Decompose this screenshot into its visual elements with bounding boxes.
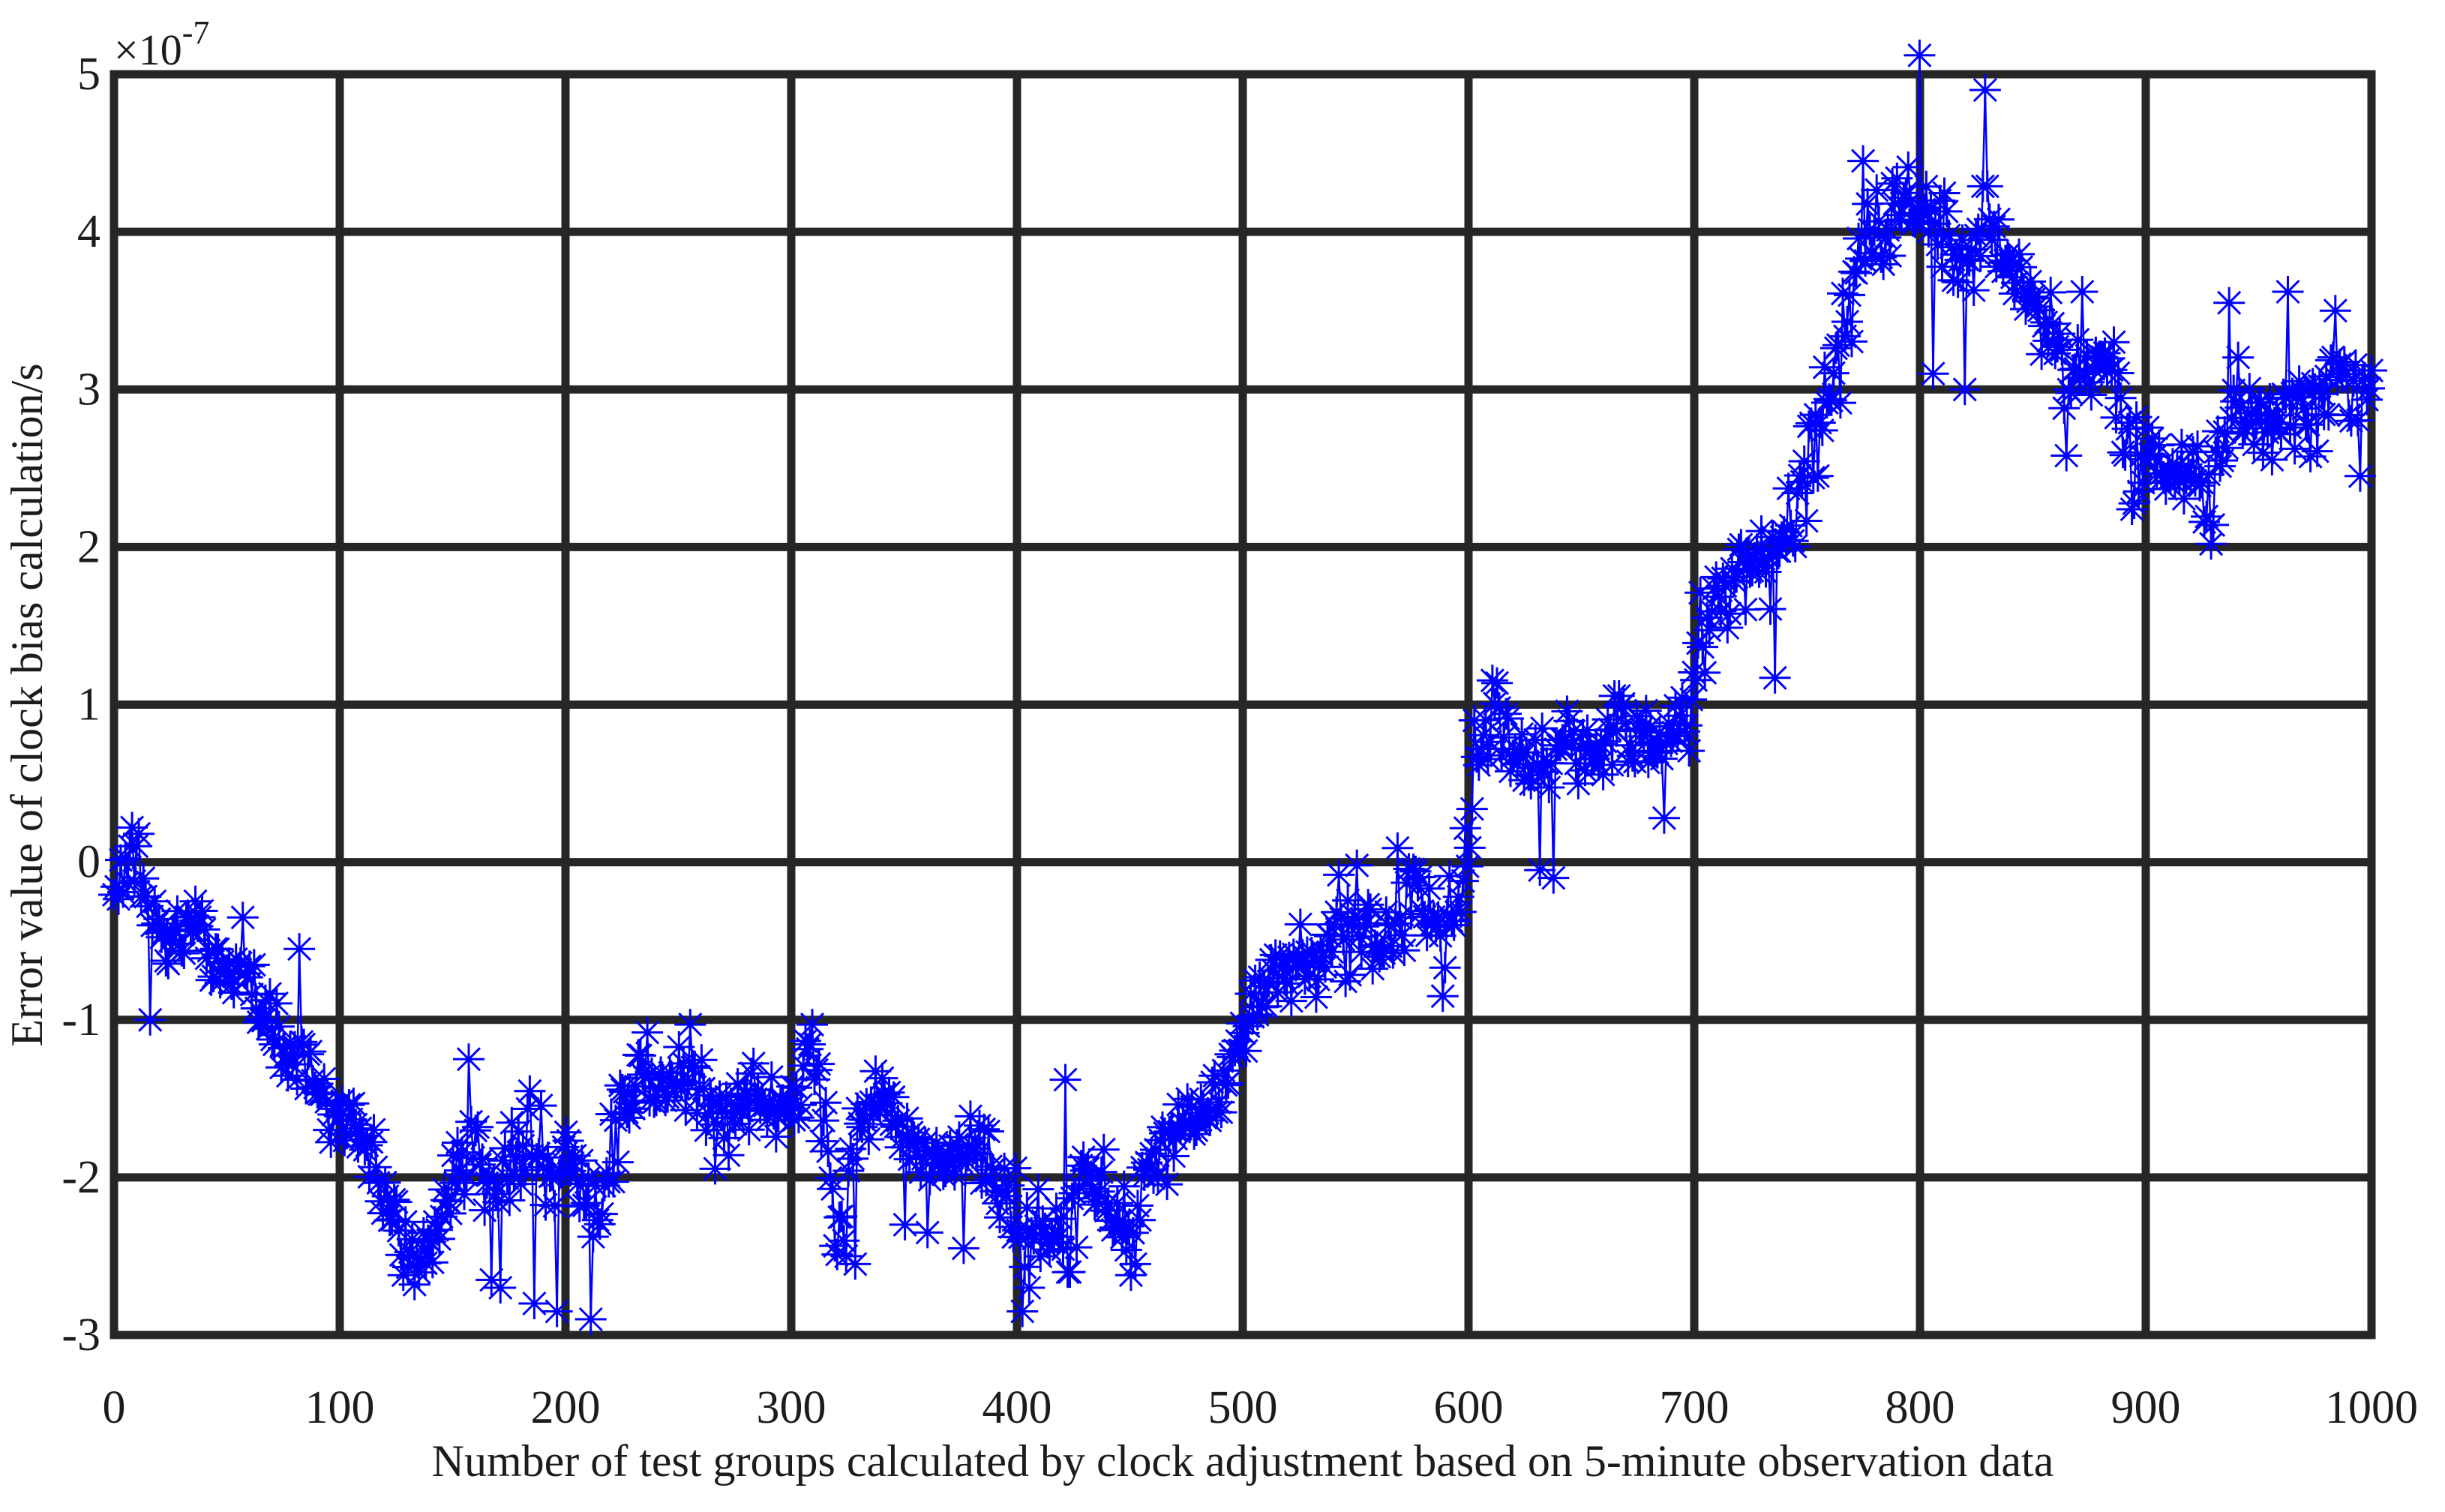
x-tick-label: 600: [1434, 1382, 1504, 1433]
x-tick-label: 800: [1886, 1382, 1955, 1433]
x-tick-label: 900: [2111, 1382, 2181, 1433]
y-axis-label: Error value of clock bias calculation/s: [2, 363, 52, 1046]
x-axis-label: Number of test groups calculated by cloc…: [432, 1436, 2054, 1486]
x-tick-label: 200: [531, 1382, 601, 1433]
x-tick-label: 1000: [2325, 1382, 2418, 1433]
x-tick-labels: 0 100 200 300 400 500 600 700 800 900 1000: [103, 1382, 2419, 1433]
y-tick-labels: 5 4 3 2 1 0 -1 -2 -3: [62, 49, 100, 1360]
y-exponent-base: ×10: [114, 26, 182, 74]
y-tick-label: 5: [77, 49, 100, 100]
series-asterisk-markers: [98, 39, 2387, 1335]
y-tick-label: 4: [77, 206, 100, 257]
axes-box: [110, 70, 2376, 1340]
y-tick-label: -2: [62, 1152, 100, 1203]
y-tick-label: -3: [62, 1310, 100, 1360]
y-exponent-label: ×10-7: [114, 14, 209, 74]
data-series: [98, 39, 2387, 1335]
y-tick-label: -1: [62, 994, 100, 1046]
x-tick-label: 100: [305, 1382, 375, 1433]
y-tick-label: 0: [77, 837, 100, 888]
y-exponent-sup: -7: [182, 14, 210, 51]
y-tick-label: 2: [77, 521, 100, 572]
y-tick-label: 3: [77, 364, 100, 415]
x-tick-label: 400: [982, 1382, 1052, 1433]
x-tick-label: 500: [1208, 1382, 1278, 1433]
x-tick-label: 700: [1660, 1382, 1730, 1433]
x-tick-label: 0: [103, 1382, 126, 1433]
x-tick-label: 300: [757, 1382, 826, 1433]
y-tick-label: 1: [77, 680, 100, 730]
